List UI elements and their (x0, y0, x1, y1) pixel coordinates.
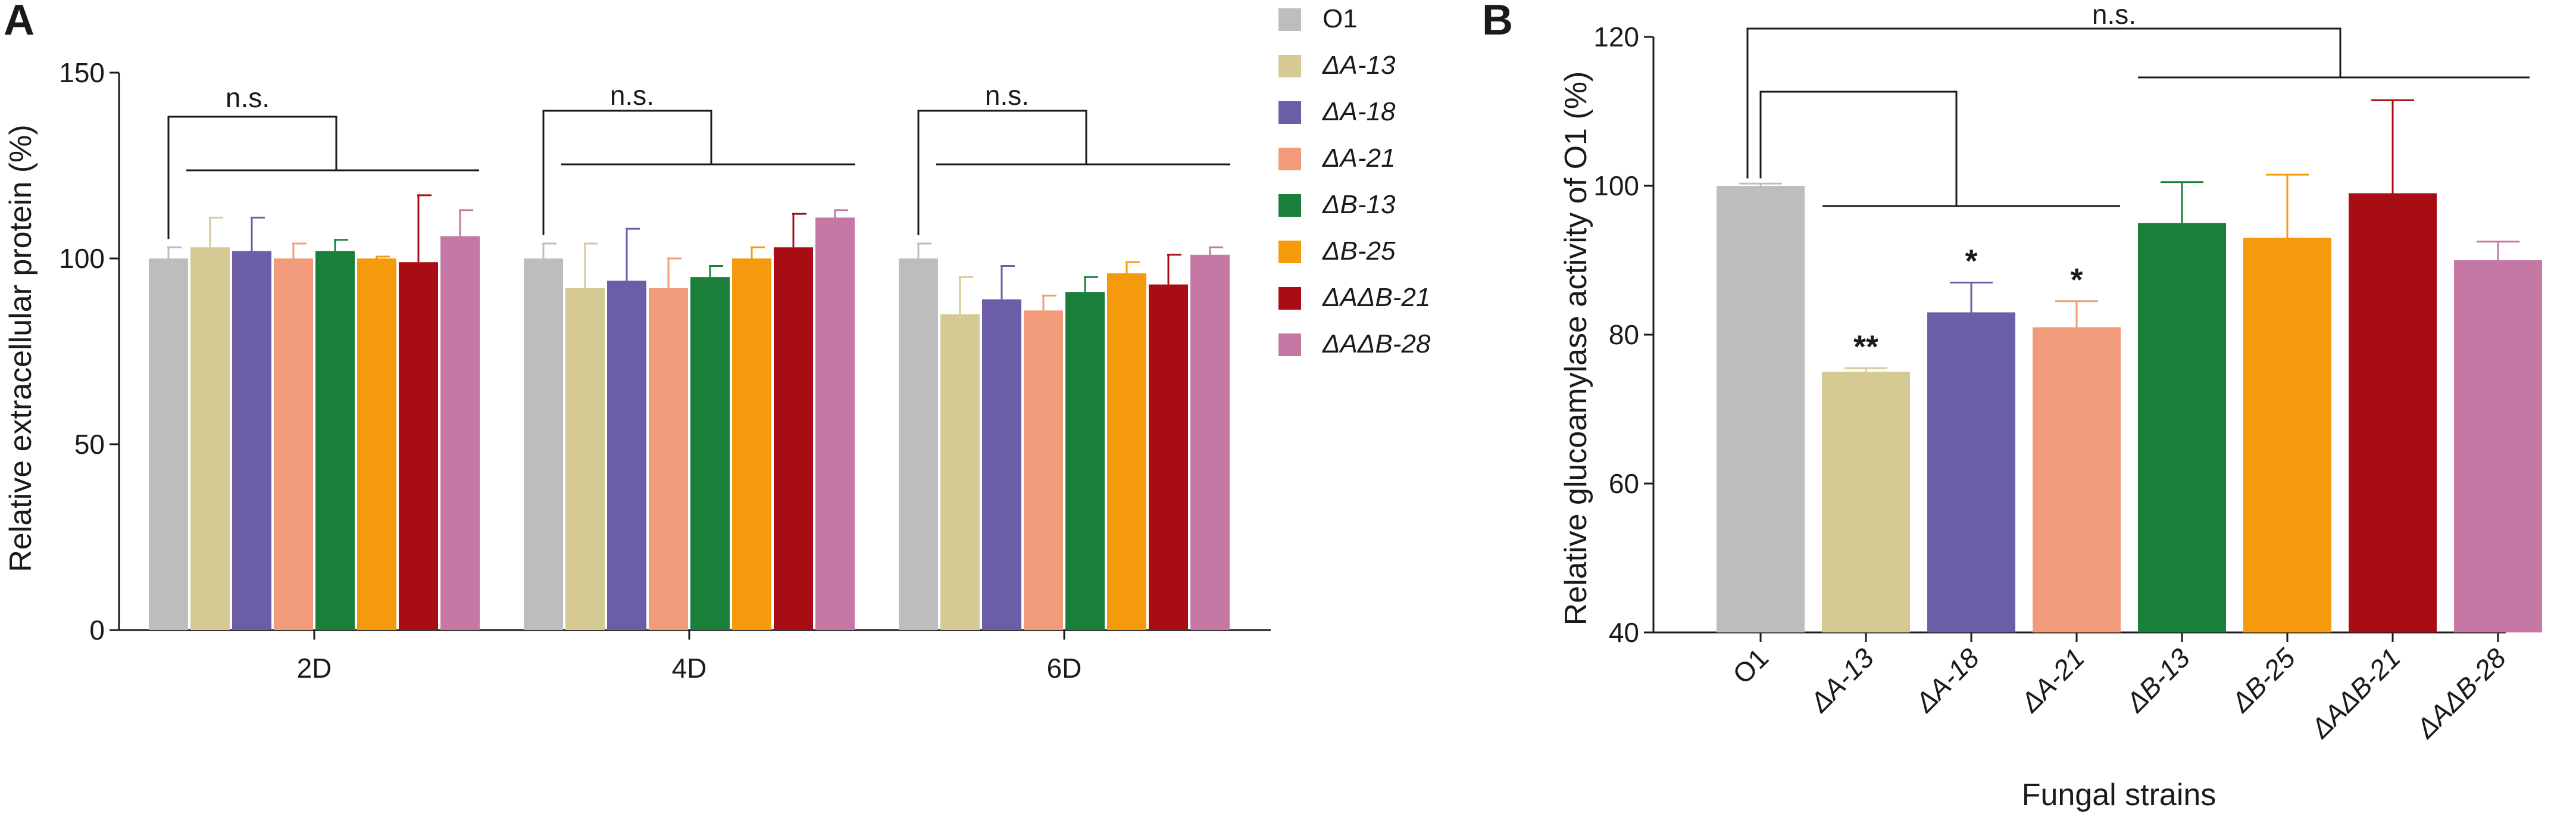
bar (940, 314, 980, 630)
panel-b-y-axis-title: Relative glucoamylase activity of O1 (%) (1559, 71, 1593, 626)
bar (440, 236, 480, 630)
panel-a-ticks: 0 50 100 150 2D 4D 6D (59, 57, 1081, 684)
significance-star: ** (1853, 329, 1878, 364)
significance-bracket (1759, 91, 1958, 206)
bar (649, 288, 688, 630)
y-tick-label: 40 (1609, 617, 1639, 648)
y-tick-label: 120 (1593, 21, 1639, 52)
bar (690, 277, 730, 630)
bar (2033, 327, 2121, 632)
bar (982, 299, 1021, 630)
significance-star: * (2070, 262, 2083, 298)
bar (357, 258, 396, 630)
x-tick-label: 2D (297, 653, 332, 684)
x-tick-label: ΔA-21 (2014, 642, 2090, 718)
panel-a-bars (149, 194, 1230, 631)
legend-label: ΔAΔB-21 (1322, 283, 1430, 312)
panel-b-x-axis-title: Fungal strains (2022, 778, 2217, 812)
x-tick-label: ΔA-18 (1909, 642, 1985, 718)
legend-swatch (1278, 148, 1301, 170)
panel-a-label: A (4, 0, 35, 44)
x-tick-label: ΔB-13 (2119, 642, 2196, 718)
bar (732, 258, 771, 630)
x-tick-label: ΔAΔB-28 (2410, 642, 2512, 744)
legend-label: ΔB-25 (1322, 236, 1396, 266)
legend-label: ΔA-18 (1322, 97, 1396, 126)
x-tick-label: ΔA-13 (1803, 642, 1880, 718)
panel-b: B Relative glucoamylase activity of O1 (… (1482, 0, 2542, 812)
significance-bracket (167, 116, 337, 239)
panel-b-label: B (1482, 0, 1513, 44)
panel-b-significance: n.s. (1746, 0, 2530, 207)
legend-swatch (1278, 241, 1301, 263)
significance-bracket (1746, 27, 2341, 179)
bar (1065, 292, 1105, 630)
legend-swatch (1278, 333, 1301, 356)
legend-label: ΔA-13 (1322, 51, 1396, 80)
ns-label-b: n.s. (2092, 0, 2136, 30)
legend-swatch (1278, 287, 1301, 310)
bar (1024, 310, 1063, 630)
bar (274, 258, 313, 630)
bar (1190, 254, 1230, 630)
legend-label: ΔB-13 (1322, 190, 1396, 219)
bar (232, 251, 271, 630)
bar (1107, 273, 1146, 631)
y-tick-label: 60 (1609, 468, 1639, 499)
bar (1149, 284, 1188, 630)
x-tick-label: ΔB-25 (2225, 642, 2301, 718)
ns-label-6d: n.s. (985, 80, 1029, 111)
x-tick-label: O1 (1727, 642, 1774, 690)
bar (2138, 223, 2226, 632)
legend-swatch (1278, 8, 1301, 31)
bar (774, 247, 813, 630)
bar (2349, 193, 2437, 632)
y-tick-label: 100 (59, 243, 105, 274)
bar (1822, 372, 1910, 632)
bar (607, 280, 646, 630)
legend-label: O1 (1323, 4, 1358, 33)
bar (899, 258, 938, 630)
bar (524, 258, 563, 630)
y-tick-label: 0 (89, 615, 105, 646)
legend-swatch (1278, 101, 1301, 124)
bar (2243, 238, 2331, 632)
bar (815, 217, 855, 630)
legend-swatch (1278, 55, 1301, 77)
panel-b-bars: **** (1717, 99, 2542, 632)
bar (149, 258, 188, 630)
panel-a-significance: n.s. n.s. n.s. (167, 80, 1230, 239)
y-tick-label: 100 (1593, 170, 1639, 201)
bar (399, 262, 438, 630)
ns-label-4d: n.s. (610, 80, 654, 111)
bar (565, 288, 605, 630)
y-tick-label: 50 (74, 429, 105, 460)
legend-label: ΔAΔB-28 (1322, 329, 1431, 358)
ns-label-2d: n.s. (226, 82, 270, 113)
legend-swatch (1278, 194, 1301, 217)
y-tick-label: 80 (1609, 319, 1639, 350)
legend-label: ΔA-21 (1322, 144, 1395, 173)
panel-a-y-axis-title: Relative extracellular protein (%) (4, 124, 38, 572)
bar (1717, 186, 1805, 632)
bar (1927, 312, 2015, 632)
y-tick-label: 150 (59, 57, 105, 88)
bar (190, 247, 230, 630)
panel-a-legend: O1 ΔA-13 ΔA-18 ΔA-21 ΔB-13 ΔB-25 ΔAΔB-21 ΔAΔB-2… (1278, 4, 1431, 358)
x-tick-label: 4D (672, 653, 707, 684)
bar (315, 251, 355, 630)
x-tick-label: 6D (1047, 653, 1082, 684)
x-tick-label: ΔAΔB-21 (2305, 642, 2407, 744)
significance-bracket (917, 110, 1087, 236)
significance-star: * (1965, 244, 1977, 279)
significance-bracket (542, 110, 712, 236)
bar (2454, 260, 2542, 632)
panel-a: A Relative extracellular protein (%) 0 50… (4, 0, 1431, 684)
